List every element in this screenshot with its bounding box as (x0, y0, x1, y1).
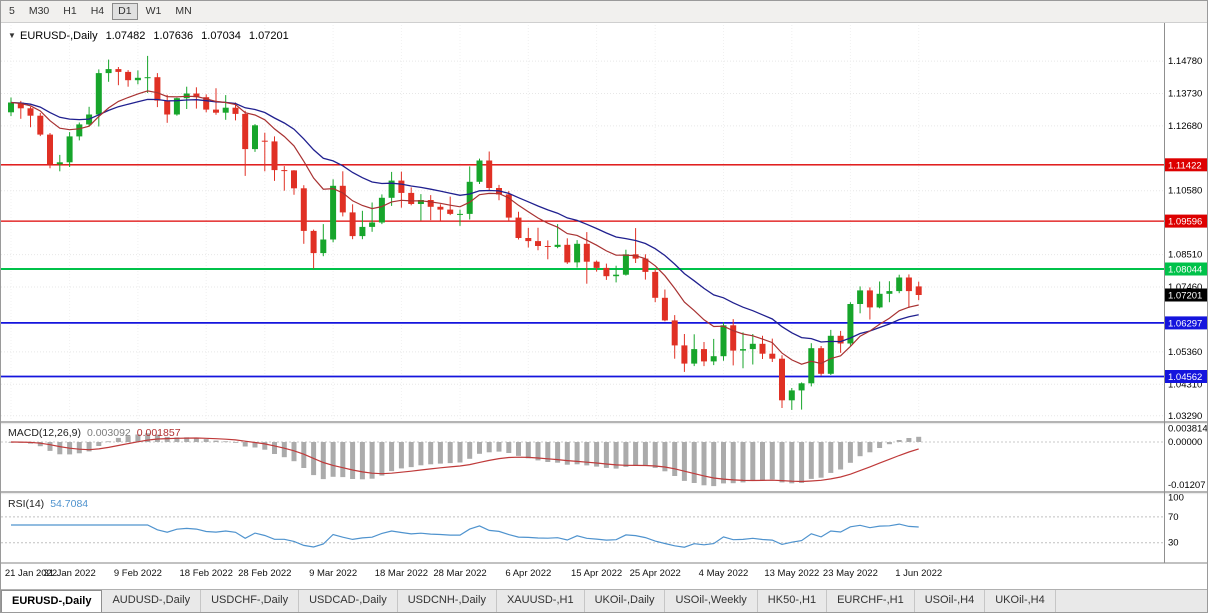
date-axis-label: 21 Jan 2022 (5, 568, 57, 579)
tab-audusd-daily[interactable]: AUDUSD-,Daily (102, 590, 202, 612)
date-axis-label: 1 Jun 2022 (895, 568, 942, 579)
price-level-tag (1165, 158, 1207, 172)
timeframe-toolbar: 5 M30 H1 H4 D1 W1 MN (1, 1, 1207, 23)
chart-dropdown-icon[interactable]: ▼ (8, 31, 16, 40)
rsi-axis-label: 100 (1168, 493, 1184, 504)
ohlc-high: 1.07636 (153, 30, 193, 42)
timeframe-d1-button[interactable]: D1 (112, 3, 138, 20)
timeframe-mn-button[interactable]: MN (175, 5, 192, 18)
tab-usoil-h4[interactable]: USOil-,H4 (915, 590, 986, 612)
tab-usdcad-daily[interactable]: USDCAD-,Daily (299, 590, 398, 612)
current-price-tag (1165, 288, 1207, 302)
ma-slow-line (10, 98, 919, 343)
price-axis-label: 1.03290 (1168, 411, 1202, 422)
chart-background (1, 23, 1207, 591)
macd-header: MACD(12,26,9) 0.003092 0.001857 (8, 427, 181, 439)
ohlc-open: 1.07482 (106, 30, 146, 42)
candlesticks (8, 55, 922, 410)
date-axis-label: 28 Feb 2022 (238, 568, 291, 579)
macd-histogram (8, 433, 922, 487)
timeframe-w1-button[interactable]: W1 (145, 5, 162, 18)
date-axis-label: 15 Apr 2022 (571, 568, 622, 579)
date-axis-label: 31 Jan 2022 (43, 568, 95, 579)
rsi-axis-label: 30 (1168, 538, 1179, 549)
grid (1, 25, 1164, 421)
date-axis-label: 25 Apr 2022 (630, 568, 681, 579)
rsi-label: RSI(14) (8, 498, 44, 510)
current-price-tag-label: 1.07201 (1168, 291, 1202, 302)
chart-tabs-bar: EURUSD-,Daily AUDUSD-,Daily USDCHF-,Daily U… (1, 589, 1207, 612)
tab-ukoil-h4[interactable]: UKOil-,H4 (985, 590, 1056, 612)
date-axis-label: 9 Mar 2022 (309, 568, 357, 579)
price-axis-label: 1.04310 (1168, 379, 1202, 390)
price-level-tag-label: 1.11422 (1168, 160, 1202, 171)
price-level-tag-label: 1.04562 (1168, 372, 1202, 383)
timeframe-m30-button[interactable]: M30 (28, 5, 50, 18)
date-axis-label: 9 Feb 2022 (114, 568, 162, 579)
timeframe-5-button[interactable]: 5 (9, 5, 15, 18)
macd-signal-value: 0.001857 (137, 427, 181, 439)
price-axis-label: 1.14780 (1168, 56, 1202, 67)
macd-main-value: 0.003092 (87, 427, 131, 439)
rsi-axis-label: 70 (1168, 512, 1179, 523)
tab-usoil-weekly[interactable]: USOil-,Weekly (665, 590, 758, 612)
price-level-tag (1165, 370, 1207, 383)
price-level-tag (1165, 316, 1207, 330)
chart-canvas[interactable]: ▼ EURUSD-,Daily 1.07482 1.07636 1.07034 1.072… (1, 23, 1208, 591)
macd-signal-line (10, 437, 919, 483)
date-axis-label: 23 May 2022 (823, 568, 878, 579)
tab-ukoil-daily[interactable]: UKOil-,Daily (585, 590, 666, 612)
date-axis-label: 4 May 2022 (699, 568, 749, 579)
ohlc-low: 1.07034 (201, 30, 241, 42)
price-axis-label: 1.10580 (1168, 186, 1202, 197)
tab-eurchf-h1[interactable]: EURCHF-,H1 (827, 590, 915, 612)
date-axis-label: 18 Mar 2022 (375, 568, 428, 579)
date-axis-label: 18 Feb 2022 (180, 568, 233, 579)
tab-usdchf-daily[interactable]: USDCHF-,Daily (201, 590, 300, 612)
price-level-tag-label: 1.08044 (1168, 265, 1202, 276)
ma-fast-line (10, 90, 919, 365)
ohlc-close: 1.07201 (249, 30, 289, 42)
price-level-tag (1165, 214, 1207, 228)
rsi-value: 54.7084 (50, 498, 88, 510)
chart-symbol-title: EURUSD-,Daily (20, 30, 98, 42)
price-axis-label: 1.13730 (1168, 89, 1202, 100)
price-level-tag-label: 1.09596 (1168, 217, 1202, 228)
date-axis-label: 13 May 2022 (764, 568, 819, 579)
price-axis-label: 1.05360 (1168, 347, 1202, 358)
macd-axis-label: 0.003814 (1168, 424, 1208, 435)
chart-title: EURUSD-,Daily 1.07482 1.07636 1.07034 1.0720… (20, 30, 289, 42)
price-level-tag-label: 1.06297 (1168, 318, 1202, 329)
price-level-tag (1165, 262, 1207, 276)
timeframe-h4-button[interactable]: H4 (90, 5, 105, 18)
timeframe-h1-button[interactable]: H1 (63, 5, 77, 18)
rsi-header: RSI(14) 54.7084 (8, 498, 88, 510)
macd-axis-label: 0.00000 (1168, 437, 1202, 448)
macd-axis-label: -0.01207 (1168, 480, 1206, 491)
price-axis-label: 1.12680 (1168, 121, 1202, 132)
tab-eurusd-daily[interactable]: EURUSD-,Daily (1, 590, 103, 612)
date-axis-label: 6 Apr 2022 (505, 568, 551, 579)
date-axis-label: 28 Mar 2022 (433, 568, 486, 579)
tab-hk50-h1[interactable]: HK50-,H1 (758, 590, 828, 612)
price-axis-label: 1.07460 (1168, 282, 1202, 293)
tab-xauusd-h1[interactable]: XAUUSD-,H1 (497, 590, 585, 612)
macd-label: MACD(12,26,9) (8, 427, 81, 439)
price-axis-label: 1.08510 (1168, 250, 1202, 261)
tab-usdcnh-daily[interactable]: USDCNH-,Daily (398, 590, 497, 612)
rsi-line (11, 523, 919, 548)
